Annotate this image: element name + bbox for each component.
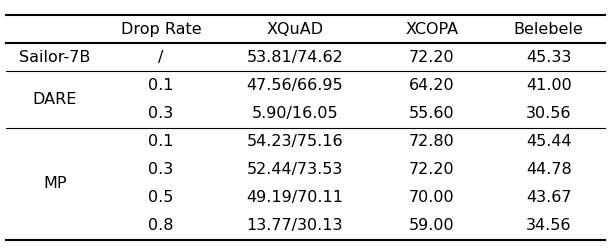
Text: DARE: DARE: [33, 92, 77, 107]
Text: 43.67: 43.67: [526, 190, 572, 205]
Text: 0.8: 0.8: [148, 218, 174, 234]
Text: 0.3: 0.3: [148, 162, 174, 177]
Text: 41.00: 41.00: [526, 78, 572, 93]
Text: 53.81/74.62: 53.81/74.62: [246, 50, 344, 65]
Text: 34.56: 34.56: [526, 218, 572, 234]
Text: 13.77/30.13: 13.77/30.13: [247, 218, 343, 234]
Text: /: /: [159, 50, 164, 65]
Text: 55.60: 55.60: [409, 106, 455, 121]
Text: MP: MP: [43, 176, 66, 191]
Text: 47.56/66.95: 47.56/66.95: [247, 78, 343, 93]
Text: 45.33: 45.33: [526, 50, 572, 65]
Text: XCOPA: XCOPA: [405, 22, 458, 36]
Text: 45.44: 45.44: [526, 134, 572, 149]
Text: 52.44/73.53: 52.44/73.53: [247, 162, 343, 177]
Text: 70.00: 70.00: [409, 190, 455, 205]
Text: 0.1: 0.1: [148, 134, 174, 149]
Text: 72.20: 72.20: [409, 162, 455, 177]
Text: 72.80: 72.80: [409, 134, 455, 149]
Text: 44.78: 44.78: [526, 162, 572, 177]
Text: 30.56: 30.56: [526, 106, 572, 121]
Text: 0.5: 0.5: [148, 190, 174, 205]
Text: Sailor-7B: Sailor-7B: [19, 50, 91, 65]
Text: 49.19/70.11: 49.19/70.11: [246, 190, 344, 205]
Text: 54.23/75.16: 54.23/75.16: [247, 134, 343, 149]
Text: 64.20: 64.20: [409, 78, 455, 93]
Text: 0.3: 0.3: [148, 106, 174, 121]
Text: 59.00: 59.00: [409, 218, 455, 234]
Text: Belebele: Belebele: [514, 22, 584, 36]
Text: Drop Rate: Drop Rate: [121, 22, 201, 36]
Text: 0.1: 0.1: [148, 78, 174, 93]
Text: XQuAD: XQuAD: [266, 22, 323, 36]
Text: 72.20: 72.20: [409, 50, 455, 65]
Text: 5.90/16.05: 5.90/16.05: [252, 106, 338, 121]
